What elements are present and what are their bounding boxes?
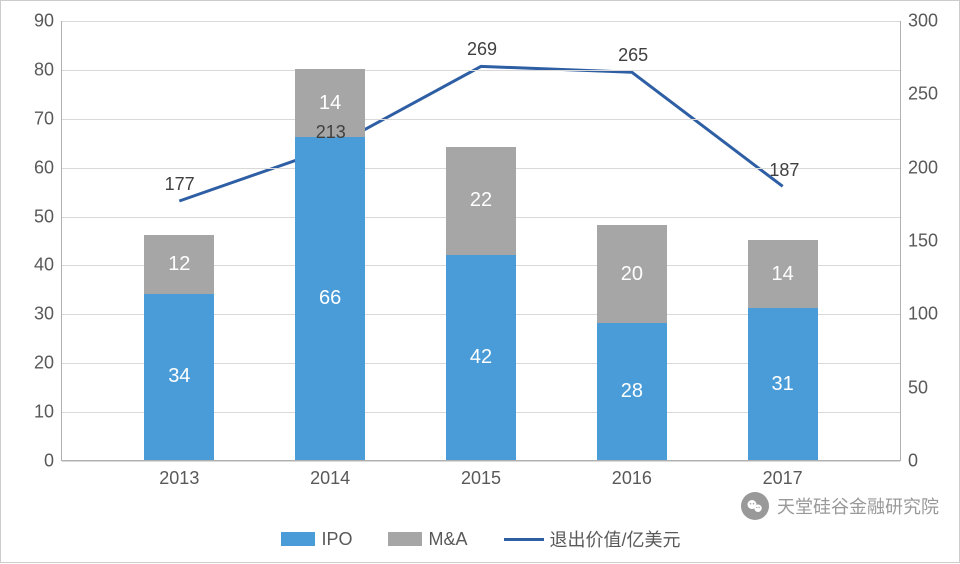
y-left-tick-label: 60 xyxy=(34,157,54,178)
x-tick-label: 2015 xyxy=(461,468,501,489)
y-right-tick-label: 0 xyxy=(908,451,918,472)
line-value-label: 269 xyxy=(467,39,497,60)
y-right-tick-label: 150 xyxy=(908,231,938,252)
x-tick-label: 2017 xyxy=(763,468,803,489)
legend-label: IPO xyxy=(321,529,352,550)
x-tick-label: 2014 xyxy=(310,468,350,489)
legend-item: 退出价值/亿美元 xyxy=(504,526,681,552)
y-left-tick-label: 40 xyxy=(34,255,54,276)
combo-chart: 0102030405060708090050100150200250300123… xyxy=(1,1,960,564)
gridline xyxy=(62,461,900,462)
line-value-label: 187 xyxy=(769,160,799,181)
bar-segment-mna: 14 xyxy=(748,240,818,308)
legend-item: M&A xyxy=(388,529,467,550)
x-tick-label: 2016 xyxy=(612,468,652,489)
legend: IPO M&A 退出价值/亿美元 xyxy=(1,526,960,552)
watermark-text: 天堂硅谷金融研究院 xyxy=(777,493,939,519)
y-right-tick-label: 50 xyxy=(908,377,928,398)
bar-group: 2242 xyxy=(446,147,516,460)
y-left-tick-label: 10 xyxy=(34,402,54,423)
y-left-tick-label: 0 xyxy=(44,451,54,472)
line-value-label: 177 xyxy=(165,174,195,195)
legend-item: IPO xyxy=(281,529,352,550)
bar-segment-ipo: 66 xyxy=(295,137,365,460)
legend-label: 退出价值/亿美元 xyxy=(550,526,681,552)
y-left-tick-label: 20 xyxy=(34,353,54,374)
bar-segment-ipo: 28 xyxy=(597,323,667,460)
plot-area: 0102030405060708090050100150200250300123… xyxy=(61,21,901,461)
line-value-label: 213 xyxy=(316,122,346,143)
y-left-tick-label: 30 xyxy=(34,304,54,325)
y-right-tick-label: 200 xyxy=(908,157,938,178)
y-right-tick-label: 100 xyxy=(908,304,938,325)
bar-segment-mna: 22 xyxy=(446,147,516,255)
legend-label: M&A xyxy=(428,529,467,550)
gridline xyxy=(62,21,900,22)
bar-group: 2028 xyxy=(597,225,667,460)
legend-swatch xyxy=(281,532,315,546)
legend-swatch xyxy=(388,532,422,546)
gridline xyxy=(62,119,900,120)
bar-segment-mna: 20 xyxy=(597,225,667,323)
y-right-tick-label: 300 xyxy=(908,11,938,32)
wechat-icon xyxy=(741,492,769,520)
bar-segment-mna: 12 xyxy=(144,235,214,294)
bar-group: 1431 xyxy=(748,240,818,460)
y-left-tick-label: 80 xyxy=(34,59,54,80)
y-left-tick-label: 70 xyxy=(34,108,54,129)
watermark: 天堂硅谷金融研究院 xyxy=(741,492,939,520)
y-left-tick-label: 90 xyxy=(34,11,54,32)
y-left-tick-label: 50 xyxy=(34,206,54,227)
x-tick-label: 2013 xyxy=(159,468,199,489)
legend-line xyxy=(504,538,544,541)
bar-segment-ipo: 31 xyxy=(748,308,818,460)
bar-group: 1234 xyxy=(144,235,214,460)
y-right-tick-label: 250 xyxy=(908,84,938,105)
line-value-label: 265 xyxy=(618,45,648,66)
bar-segment-ipo: 42 xyxy=(446,255,516,460)
gridline xyxy=(62,70,900,71)
bar-segment-ipo: 34 xyxy=(144,294,214,460)
